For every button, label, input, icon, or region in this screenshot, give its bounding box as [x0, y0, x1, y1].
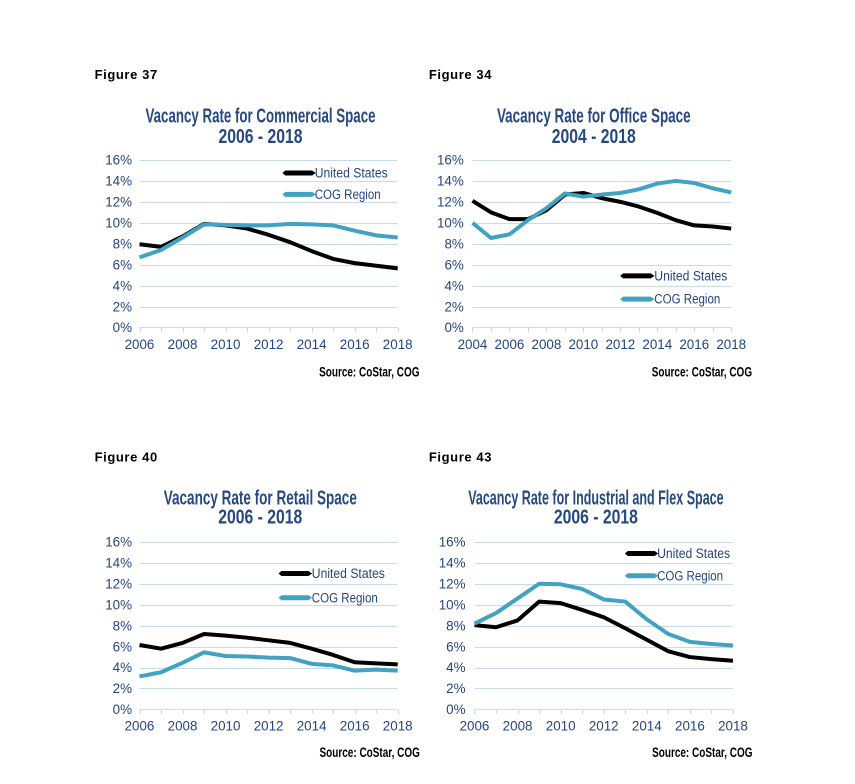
svg-text:10%: 10%: [439, 597, 466, 612]
svg-text:10%: 10%: [437, 216, 464, 231]
svg-text:2006 - 2018: 2006 - 2018: [219, 126, 303, 148]
svg-text:16%: 16%: [105, 153, 132, 168]
svg-text:14%: 14%: [437, 174, 464, 189]
svg-text:10%: 10%: [105, 597, 132, 612]
svg-text:United States: United States: [315, 166, 388, 181]
svg-text:16%: 16%: [105, 535, 132, 550]
svg-text:0%: 0%: [444, 320, 463, 335]
svg-text:2010: 2010: [546, 719, 576, 734]
svg-text:Source: CoStar, COG: Source: CoStar, COG: [652, 364, 752, 379]
svg-text:16%: 16%: [439, 535, 466, 550]
svg-text:2012: 2012: [589, 719, 619, 734]
svg-text:2014: 2014: [642, 337, 672, 352]
svg-text:COG Region: COG Region: [657, 568, 723, 583]
svg-text:2010: 2010: [211, 337, 241, 352]
svg-text:6%: 6%: [446, 639, 465, 654]
svg-text:16%: 16%: [437, 153, 464, 168]
svg-text:2018: 2018: [383, 337, 413, 352]
svg-text:2010: 2010: [568, 337, 598, 352]
svg-text:COG Region: COG Region: [654, 292, 720, 307]
svg-text:2018: 2018: [383, 719, 413, 734]
svg-text:Vacancy Rate for Retail Space: Vacancy Rate for Retail Space: [164, 487, 357, 509]
svg-text:4%: 4%: [113, 660, 132, 675]
svg-text:0%: 0%: [113, 320, 132, 335]
svg-text:United States: United States: [654, 269, 727, 284]
svg-text:2006 - 2018: 2006 - 2018: [554, 507, 638, 529]
svg-text:2006: 2006: [460, 719, 490, 734]
svg-text:2006: 2006: [125, 719, 155, 734]
svg-text:8%: 8%: [113, 618, 132, 633]
svg-text:2014: 2014: [297, 719, 327, 734]
svg-text:2%: 2%: [444, 299, 463, 314]
svg-text:2012: 2012: [254, 719, 284, 734]
svg-text:Source: CoStar, COG: Source: CoStar, COG: [319, 364, 419, 379]
svg-text:4%: 4%: [113, 278, 132, 293]
svg-text:12%: 12%: [105, 576, 132, 591]
svg-text:COG Region: COG Region: [312, 590, 378, 605]
svg-text:Figure 37: Figure 37: [95, 67, 158, 82]
svg-text:2016: 2016: [675, 719, 705, 734]
svg-text:12%: 12%: [439, 576, 466, 591]
svg-text:6%: 6%: [113, 639, 132, 654]
svg-text:2004: 2004: [458, 337, 488, 352]
svg-text:14%: 14%: [439, 556, 466, 571]
svg-text:2008: 2008: [532, 337, 562, 352]
svg-text:COG Region: COG Region: [315, 187, 381, 202]
svg-text:10%: 10%: [105, 216, 132, 231]
svg-text:Vacancy Rate for Office Space: Vacancy Rate for Office Space: [497, 105, 691, 127]
svg-text:12%: 12%: [437, 195, 464, 210]
svg-text:2018: 2018: [716, 337, 746, 352]
svg-text:8%: 8%: [446, 618, 465, 633]
svg-text:2006: 2006: [125, 337, 155, 352]
svg-text:2006 - 2018: 2006 - 2018: [218, 507, 302, 529]
svg-text:0%: 0%: [113, 702, 132, 717]
svg-text:14%: 14%: [105, 174, 132, 189]
svg-text:12%: 12%: [105, 195, 132, 210]
svg-text:8%: 8%: [113, 236, 132, 251]
svg-text:Source: CoStar, COG: Source: CoStar, COG: [652, 745, 752, 760]
svg-text:2010: 2010: [211, 719, 241, 734]
svg-text:2%: 2%: [113, 299, 132, 314]
svg-text:6%: 6%: [444, 257, 463, 272]
svg-text:Vacancy Rate for Industrial an: Vacancy Rate for Industrial and Flex Spa…: [468, 487, 723, 509]
svg-text:United States: United States: [312, 566, 385, 581]
svg-text:2006: 2006: [495, 337, 525, 352]
svg-text:4%: 4%: [446, 660, 465, 675]
svg-text:6%: 6%: [113, 257, 132, 272]
svg-text:0%: 0%: [446, 702, 465, 717]
svg-text:2012: 2012: [605, 337, 635, 352]
svg-text:2%: 2%: [446, 681, 465, 696]
svg-text:Source: CoStar, COG: Source: CoStar, COG: [320, 745, 420, 760]
svg-text:United States: United States: [657, 546, 730, 561]
svg-text:Figure 34: Figure 34: [429, 67, 492, 82]
svg-text:2016: 2016: [679, 337, 709, 352]
svg-text:2012: 2012: [254, 337, 284, 352]
svg-text:2004 - 2018: 2004 - 2018: [552, 126, 636, 148]
svg-text:2016: 2016: [340, 719, 370, 734]
svg-text:Figure 43: Figure 43: [429, 449, 492, 464]
svg-text:4%: 4%: [444, 278, 463, 293]
svg-text:8%: 8%: [444, 236, 463, 251]
svg-text:14%: 14%: [105, 556, 132, 571]
svg-text:Vacancy Rate for Commercial Sp: Vacancy Rate for Commercial Space: [146, 105, 376, 127]
svg-text:2%: 2%: [113, 681, 132, 696]
svg-text:2014: 2014: [297, 337, 327, 352]
svg-text:2014: 2014: [632, 719, 662, 734]
svg-text:2018: 2018: [718, 719, 748, 734]
svg-text:2016: 2016: [340, 337, 370, 352]
svg-text:2008: 2008: [168, 337, 198, 352]
svg-text:2008: 2008: [503, 719, 533, 734]
svg-text:Figure 40: Figure 40: [95, 449, 158, 464]
svg-text:2008: 2008: [168, 719, 198, 734]
